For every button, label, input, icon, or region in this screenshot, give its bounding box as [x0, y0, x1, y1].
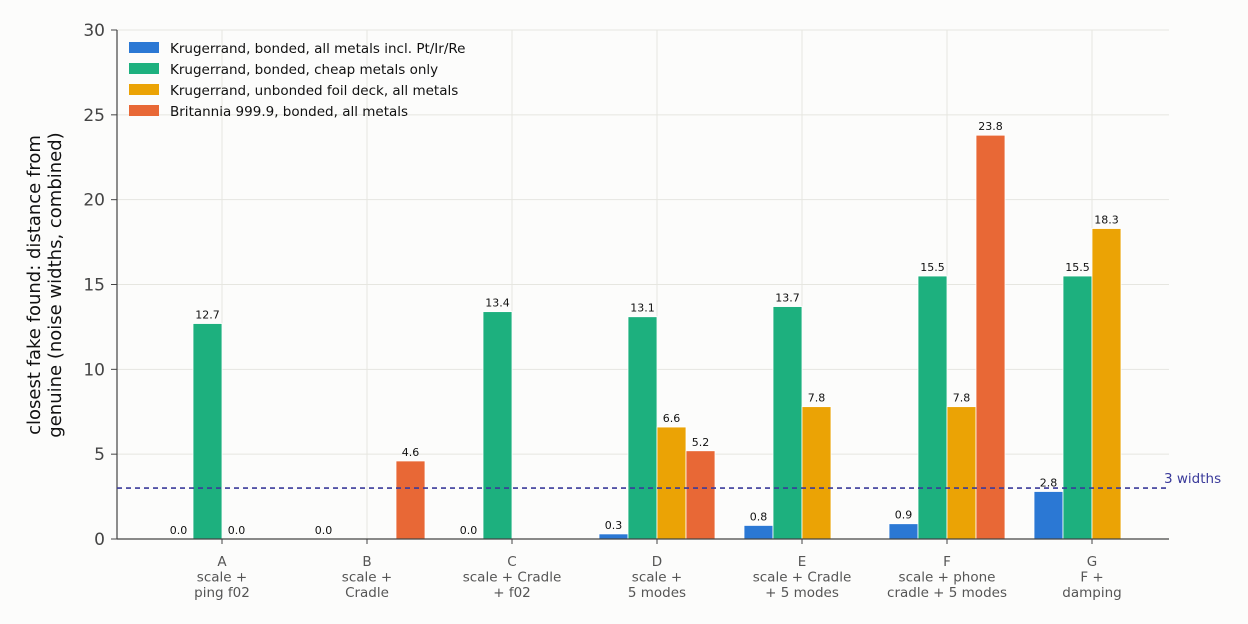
- x-tick-label: D: [652, 554, 662, 570]
- x-tick-label: + f02: [493, 585, 531, 601]
- bar-data-label: 0.3: [605, 519, 623, 532]
- x-tick-label: scale + phone: [899, 570, 996, 586]
- y-ticks: 0 5 10 15 20 25 30: [83, 21, 117, 550]
- bar-data-label: 0.0: [170, 524, 188, 537]
- legend-label: Britannia 999.9, bonded, all metals: [170, 104, 408, 120]
- x-tick-label: scale +: [197, 570, 247, 586]
- bar-data-label: 18.3: [1094, 214, 1119, 227]
- legend-label: Krugerrand, unbonded foil deck, all meta…: [170, 83, 458, 99]
- bar-data-label: 0.0: [315, 524, 333, 537]
- legend-label: Krugerrand, bonded, all metals incl. Pt/…: [170, 41, 465, 57]
- y-axis-label: closest fake found: distance from genuine…: [24, 132, 66, 437]
- bar: [685, 450, 716, 540]
- x-tick-label: A: [217, 554, 227, 570]
- bar: [888, 523, 919, 540]
- x-tick-label: B: [362, 554, 371, 570]
- x-tick-label: Cradle: [345, 585, 389, 601]
- bar: [1062, 275, 1093, 540]
- bar-data-label: 0.0: [228, 524, 246, 537]
- y-tick-label: 20: [83, 191, 105, 211]
- y-tick-label: 10: [83, 360, 105, 380]
- bar: [482, 311, 513, 540]
- x-tick-label: scale +: [342, 570, 392, 586]
- bar-data-label: 5.2: [692, 436, 710, 449]
- bar: [772, 306, 803, 540]
- legend-label: Krugerrand, bonded, cheap metals only: [170, 62, 438, 78]
- bar: [917, 275, 948, 540]
- legend-swatch: [129, 84, 159, 95]
- x-tick-label: F +: [1080, 570, 1103, 586]
- bar-data-label: 7.8: [808, 392, 826, 405]
- bar: [946, 406, 977, 540]
- y-tick-label: 25: [83, 106, 105, 126]
- x-tick-label: damping: [1062, 585, 1121, 601]
- bar: [656, 426, 687, 540]
- bar: [598, 533, 629, 540]
- y-tick-label: 15: [83, 276, 105, 296]
- y-tick-label: 0: [94, 530, 105, 550]
- bar-data-label: 2.8: [1040, 476, 1058, 489]
- bar: [192, 323, 223, 540]
- x-tick-label: + 5 modes: [765, 585, 839, 601]
- bar-data-label: 15.5: [1065, 261, 1090, 274]
- reference-line-label: 3 widths: [1164, 471, 1221, 487]
- bars: 0.0 0.0 0.0 0.3 0.8 0.9 2.8 12.7 13.4 13.1 13.7 15.…: [170, 120, 1122, 540]
- bar-data-label: 0.8: [750, 510, 768, 523]
- bar: [975, 134, 1006, 540]
- y-axis-label-line: genuine (noise widths, combined): [45, 132, 66, 437]
- bar-data-label: 15.5: [920, 261, 945, 274]
- x-tick-label: scale + Cradle: [463, 570, 562, 586]
- bar: [1091, 228, 1122, 540]
- bar-data-label: 4.6: [402, 446, 420, 459]
- x-tick-label: cradle + 5 modes: [887, 585, 1007, 601]
- bar: [1033, 491, 1064, 540]
- bar-data-label: 0.9: [895, 509, 913, 522]
- bar-data-label: 0.0: [460, 524, 478, 537]
- x-tick-label: G: [1087, 554, 1097, 570]
- y-tick-label: 30: [83, 21, 105, 41]
- bar-data-label: 12.7: [195, 309, 220, 322]
- bar: [395, 460, 426, 540]
- bar-data-label: 23.8: [978, 120, 1003, 133]
- bar: [743, 525, 774, 540]
- bar: [801, 406, 832, 540]
- bar-data-label: 7.8: [953, 392, 971, 405]
- y-axis-label-line: closest fake found: distance from: [24, 135, 45, 435]
- legend: Krugerrand, bonded, all metals incl. Pt/…: [129, 41, 465, 120]
- x-tick-label: 5 modes: [628, 585, 686, 601]
- bar-data-label: 6.6: [663, 412, 681, 425]
- x-tick-label: scale +: [632, 570, 682, 586]
- bar-data-label: 13.1: [630, 302, 655, 315]
- reference-line: 3 widths: [117, 471, 1221, 489]
- bar: [627, 316, 658, 540]
- bar-data-label: 13.7: [775, 292, 800, 305]
- x-tick-label: F: [943, 554, 951, 570]
- x-tick-label: scale + Cradle: [753, 570, 852, 586]
- x-tick-label: E: [798, 554, 807, 570]
- legend-swatch: [129, 63, 159, 74]
- legend-swatch: [129, 42, 159, 53]
- legend-swatch: [129, 105, 159, 116]
- x-tick-label: C: [507, 554, 516, 570]
- y-tick-label: 5: [94, 445, 105, 465]
- x-tick-label: ping f02: [194, 585, 250, 601]
- bar-data-label: 13.4: [485, 297, 510, 310]
